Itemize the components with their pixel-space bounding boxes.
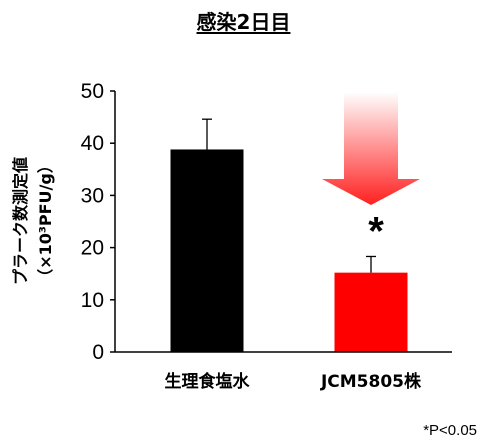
y-tick-label-30: 30 bbox=[81, 184, 104, 207]
y-tick-label-50: 50 bbox=[81, 80, 104, 103]
bar-2 bbox=[334, 272, 408, 352]
y-axis-label-line2: （×10³PFU/g） bbox=[36, 157, 55, 285]
y-tick-label-10: 10 bbox=[81, 289, 104, 312]
chart-title-text: 感染2日目 bbox=[196, 10, 291, 34]
y-tick-label-20: 20 bbox=[81, 237, 104, 260]
y-axis-label-line1: プラーク数測定値 bbox=[11, 157, 30, 285]
y-tick-label-0: 0 bbox=[92, 341, 104, 364]
significance-footnote: *P<0.05 bbox=[423, 422, 477, 439]
significance-asterisk: * bbox=[368, 209, 384, 253]
chart-title: 感染2日目 bbox=[0, 6, 487, 35]
y-tick-label-40: 40 bbox=[81, 132, 104, 155]
category-label-2: JCM5805株 bbox=[320, 371, 422, 392]
category-label-1: 生理食塩水 bbox=[165, 371, 251, 392]
down-arrow-icon bbox=[322, 92, 420, 205]
bar-1 bbox=[170, 149, 244, 352]
